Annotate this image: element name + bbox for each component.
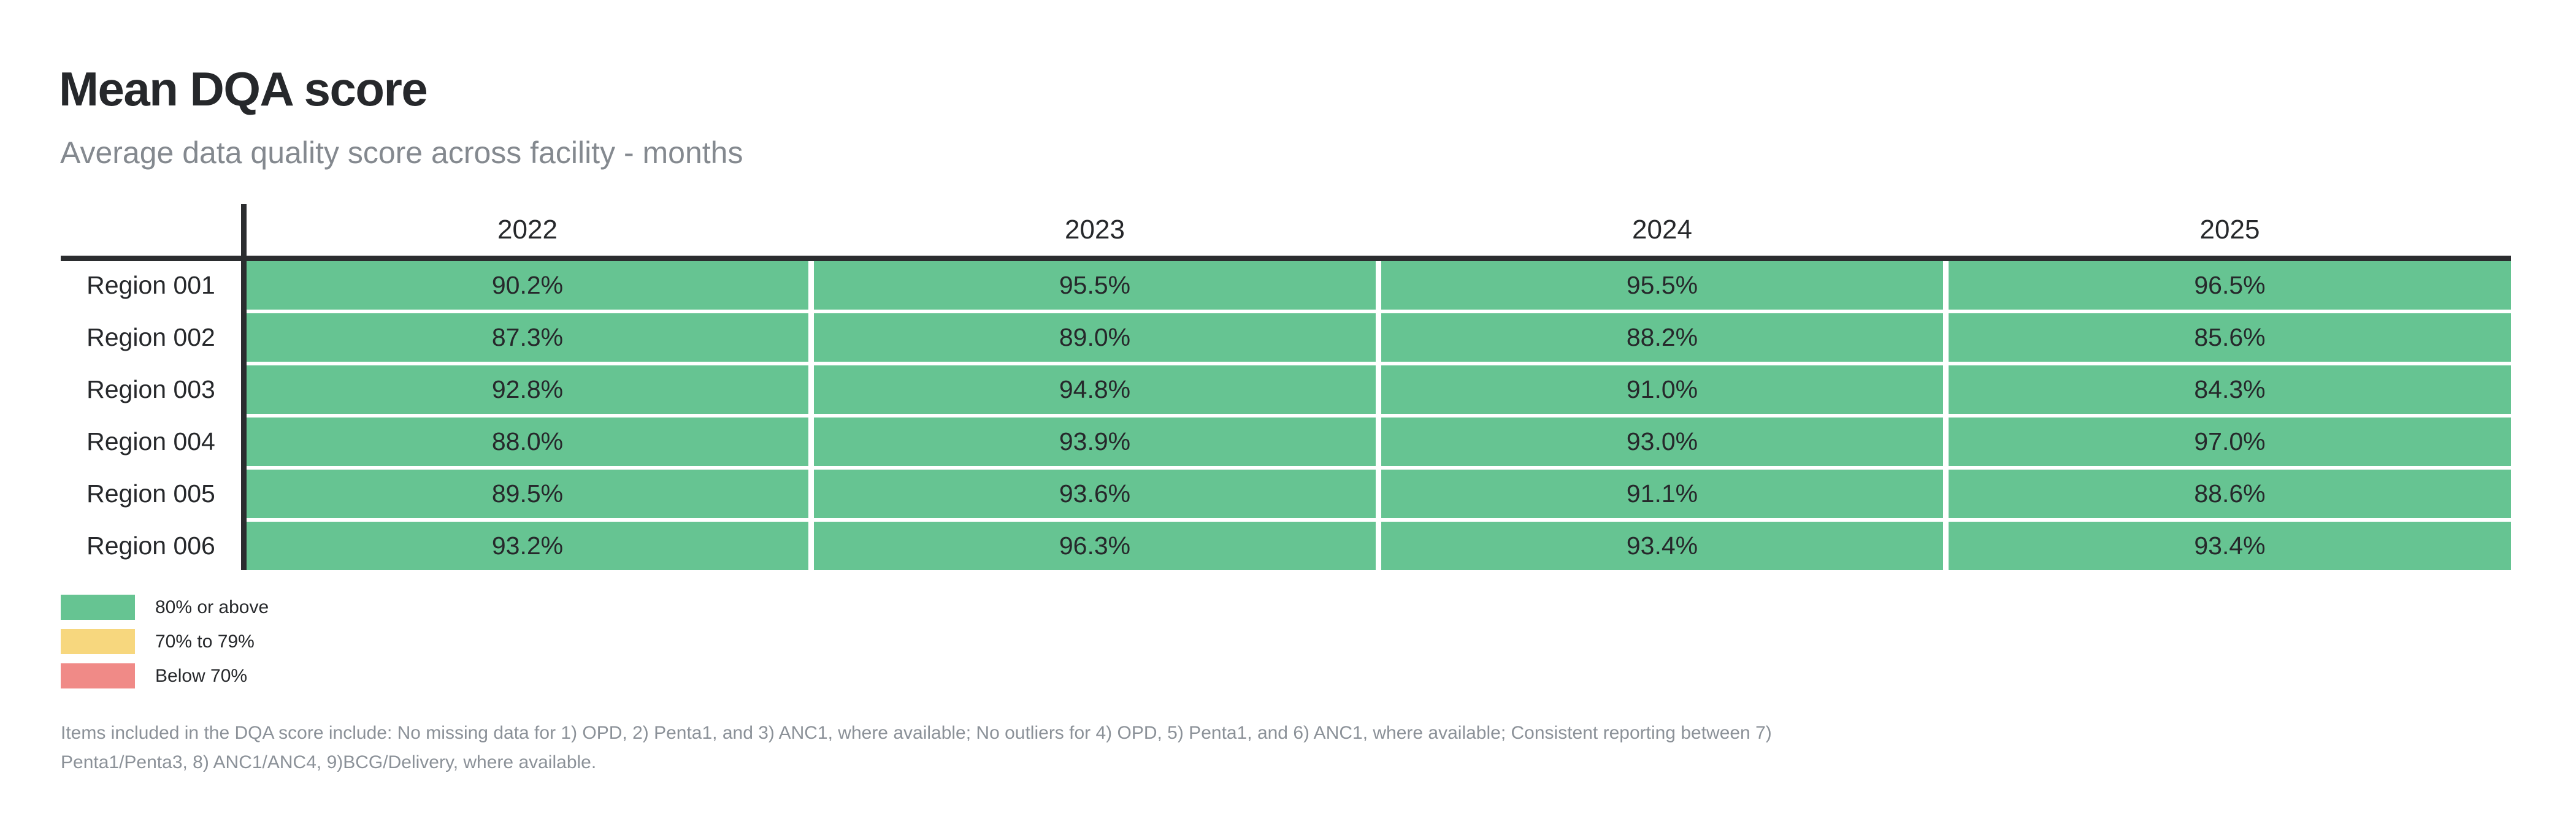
header-rule-line [61,256,2511,261]
heatmap-cell: 85.6% [1949,313,2511,362]
heatmap-cell: 90.2% [247,261,808,310]
heatmap-cell: 97.0% [1949,418,2511,466]
heatmap-cell: 91.1% [1381,470,1943,518]
page-subtitle: Average data quality score across facili… [60,135,743,170]
heatmap-cell: 89.0% [814,313,1376,362]
legend-label: Below 70% [155,665,248,686]
legend-swatch-red [61,663,135,688]
row-label-region-004: Region 004 [86,427,215,456]
heatmap-cell: 92.8% [247,365,808,414]
row-label-region-001: Region 001 [86,271,215,299]
y-axis-line [241,204,247,570]
heatmap-cell: 95.5% [1381,261,1943,310]
heatmap-cell: 95.5% [814,261,1376,310]
heatmap-cell: 94.8% [814,365,1376,414]
heatmap-cell: 88.0% [247,418,808,466]
heatmap-cell: 93.9% [814,418,1376,466]
heatmap-cell: 96.3% [814,522,1376,570]
row-label-region-006: Region 006 [86,532,215,560]
dqa-heatmap-table: 2022 2023 2024 2025 Region 001 90.2% 95.… [61,204,2511,570]
column-header-2025: 2025 [2199,215,2260,245]
heatmap-cell: 88.2% [1381,313,1943,362]
footnote: Items included in the DQA score include:… [61,719,1772,777]
heatmap-cell: 88.6% [1949,470,2511,518]
heatmap-cell: 93.2% [247,522,808,570]
heatmap-cell: 91.0% [1381,365,1943,414]
legend-item-mid: 70% to 79% [61,629,269,654]
legend-label: 70% to 79% [155,631,255,652]
heatmap-cell: 93.0% [1381,418,1943,466]
heatmap-cell: 87.3% [247,313,808,362]
color-legend: 80% or above 70% to 79% Below 70% [61,595,269,688]
footnote-line-2: Penta1/Penta3, 8) ANC1/ANC4, 9)BCG/Deliv… [61,752,597,772]
heatmap-cell: 93.6% [814,470,1376,518]
legend-swatch-green [61,595,135,620]
row-label-region-005: Region 005 [86,479,215,508]
heatmap-cell: 89.5% [247,470,808,518]
column-header-2024: 2024 [1632,215,1692,245]
column-header-2023: 2023 [1065,215,1125,245]
footnote-line-1: Items included in the DQA score include:… [61,723,1772,743]
legend-label: 80% or above [155,597,269,617]
page-title: Mean DQA score [59,62,428,116]
legend-swatch-yellow [61,629,135,654]
legend-item-low: Below 70% [61,663,269,688]
heatmap-cell: 93.4% [1949,522,2511,570]
row-label-region-003: Region 003 [86,375,215,403]
heatmap-cell: 93.4% [1381,522,1943,570]
legend-item-high: 80% or above [61,595,269,620]
heatmap-cell: 84.3% [1949,365,2511,414]
row-label-region-002: Region 002 [86,323,215,351]
heatmap-cell: 96.5% [1949,261,2511,310]
column-header-2022: 2022 [497,215,558,245]
